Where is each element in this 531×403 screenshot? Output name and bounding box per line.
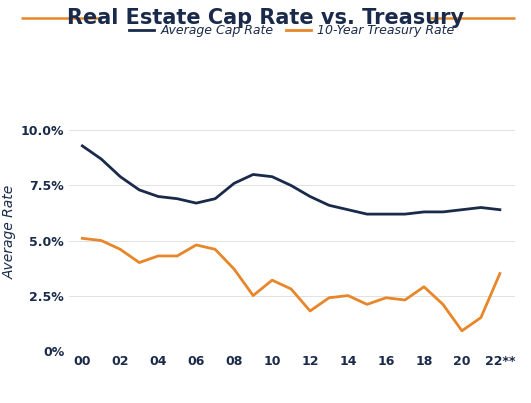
Y-axis label: Average Rate: Average Rate xyxy=(3,185,16,279)
Legend: Average Cap Rate, 10-Year Treasury Rate: Average Cap Rate, 10-Year Treasury Rate xyxy=(124,19,460,42)
Text: Real Estate Cap Rate vs. Treasury: Real Estate Cap Rate vs. Treasury xyxy=(67,8,464,28)
